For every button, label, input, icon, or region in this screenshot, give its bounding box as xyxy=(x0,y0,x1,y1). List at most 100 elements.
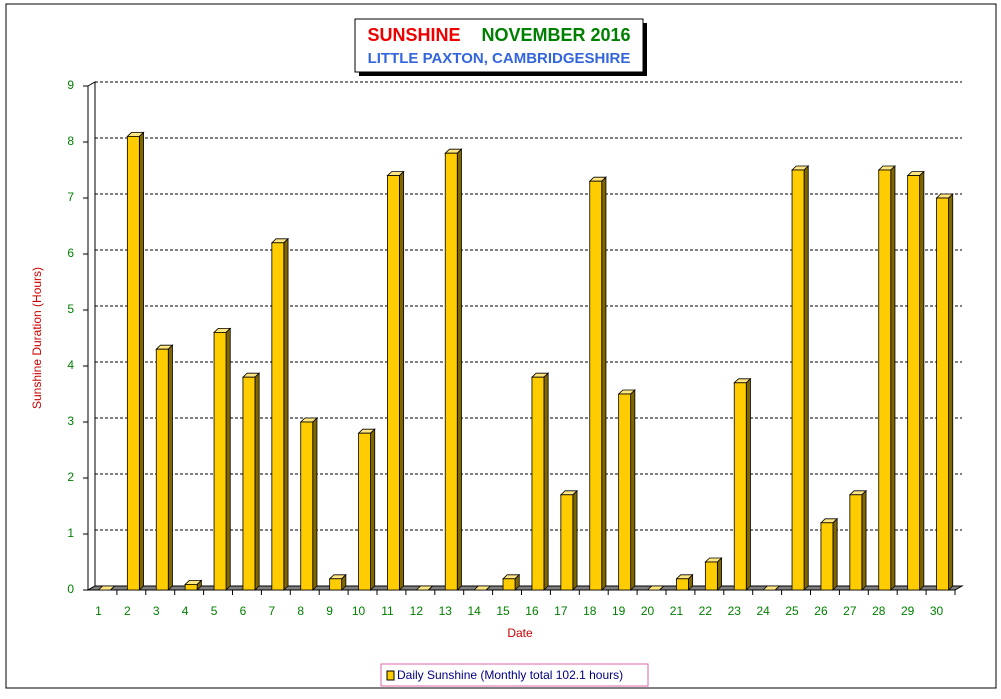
y-tick-label: 6 xyxy=(67,246,74,260)
bar xyxy=(502,578,516,591)
bar xyxy=(936,197,949,591)
bar xyxy=(300,421,314,591)
x-tick-label: 23 xyxy=(728,604,742,618)
bar-side xyxy=(774,585,780,591)
bar-side xyxy=(659,585,665,591)
x-tick-label: 12 xyxy=(410,604,424,618)
bar xyxy=(126,135,140,591)
x-tick-label: 20 xyxy=(641,604,655,618)
bar xyxy=(184,584,198,591)
bar-side xyxy=(861,489,867,591)
y-tick-label: 1 xyxy=(67,526,74,540)
y-tick-label: 7 xyxy=(67,190,74,204)
bar-side xyxy=(428,585,433,591)
bar xyxy=(878,169,892,591)
bar xyxy=(907,175,921,591)
bar xyxy=(358,432,371,591)
bar-side xyxy=(890,165,896,591)
bar xyxy=(704,561,718,591)
x-tick-label: 18 xyxy=(583,604,597,618)
subtitle: LITTLE PAXTON, CAMBRIDGESHIRE xyxy=(368,50,631,67)
left-wall xyxy=(87,81,96,591)
bar-side xyxy=(948,193,954,591)
y-tick-label: 3 xyxy=(67,414,74,428)
bar xyxy=(676,578,689,591)
x-tick-label: 3 xyxy=(153,604,160,618)
x-tick-label: 1 xyxy=(95,604,102,618)
y-axis-label: Sunshine Duration (Hours) xyxy=(30,267,44,409)
bar-side xyxy=(370,428,376,591)
bar xyxy=(531,376,545,591)
bar-side xyxy=(630,389,636,591)
y-tick-label: 8 xyxy=(67,134,74,148)
bar-side xyxy=(803,165,809,591)
bar xyxy=(849,494,863,591)
bar-side xyxy=(543,372,549,591)
x-tick-label: 22 xyxy=(699,604,713,618)
x-tick-label: 16 xyxy=(525,604,539,618)
bar-side xyxy=(399,170,405,591)
bar xyxy=(618,393,632,591)
x-tick-label: 11 xyxy=(381,604,394,618)
x-tick-label: 15 xyxy=(496,604,510,618)
bar-side xyxy=(167,344,173,591)
bar-side xyxy=(601,176,607,591)
x-tick-label: 2 xyxy=(124,604,131,618)
x-tick-label: 27 xyxy=(843,604,857,618)
bar xyxy=(820,522,834,591)
legend-label: Daily Sunshine (Monthly total 102.1 hour… xyxy=(397,668,623,682)
x-tick-label: 28 xyxy=(872,604,886,618)
legend-box xyxy=(380,663,649,687)
bar xyxy=(791,169,805,591)
title-box xyxy=(354,18,644,73)
x-tick-label: 5 xyxy=(211,604,218,618)
bar-side xyxy=(572,489,578,591)
bar-side xyxy=(225,327,231,591)
bar-side xyxy=(485,585,491,591)
bar-side xyxy=(283,237,289,591)
bar xyxy=(213,331,227,591)
y-tick-label: 0 xyxy=(67,582,74,596)
bar-side xyxy=(745,377,751,591)
legend-swatch xyxy=(386,670,395,681)
bar-side xyxy=(832,517,838,591)
y-tick-label: 4 xyxy=(67,358,74,372)
x-tick-label: 30 xyxy=(930,604,944,618)
bar-side xyxy=(110,585,115,591)
x-tick-label: 10 xyxy=(352,604,366,618)
x-tick-label: 9 xyxy=(326,604,333,618)
x-tick-label: 17 xyxy=(554,604,568,618)
x-tick-label: 7 xyxy=(269,604,276,618)
bar xyxy=(387,175,400,591)
x-tick-label: 6 xyxy=(240,604,247,618)
bar xyxy=(589,180,603,591)
x-tick-label: 25 xyxy=(785,604,799,618)
x-tick-label: 13 xyxy=(439,604,453,618)
bar-side xyxy=(138,131,144,591)
bar xyxy=(733,382,747,591)
bar-side xyxy=(716,557,722,591)
bar xyxy=(242,376,256,591)
x-tick-label: 21 xyxy=(670,604,684,618)
x-axis-label: Date xyxy=(507,626,533,640)
bar-side xyxy=(312,417,318,591)
bar-side xyxy=(456,148,462,591)
bar xyxy=(271,242,285,591)
x-tick-label: 24 xyxy=(756,604,770,618)
bar xyxy=(560,494,574,591)
x-tick-label: 26 xyxy=(814,604,828,618)
y-tick-label: 5 xyxy=(67,302,74,316)
x-tick-label: 4 xyxy=(182,604,189,618)
x-tick-label: 19 xyxy=(612,604,626,618)
title: NOVEMBER 2016 xyxy=(481,25,630,45)
y-tick-label: 2 xyxy=(67,470,74,484)
x-tick-label: 29 xyxy=(901,604,915,618)
frame xyxy=(5,3,997,689)
bar xyxy=(155,348,169,591)
x-tick-label: 8 xyxy=(297,604,304,618)
bar xyxy=(444,152,458,591)
y-tick-label: 9 xyxy=(67,78,74,92)
x-tick-label: 14 xyxy=(467,604,481,618)
title: SUNSHINE xyxy=(367,25,460,45)
